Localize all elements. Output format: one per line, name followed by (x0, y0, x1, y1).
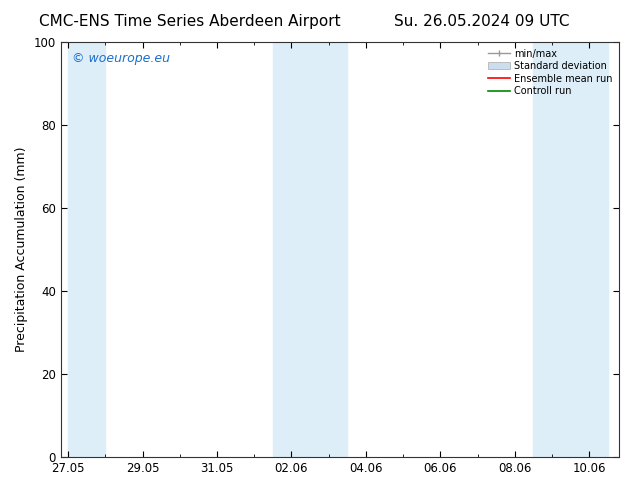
Y-axis label: Precipitation Accumulation (mm): Precipitation Accumulation (mm) (15, 147, 28, 352)
Bar (68, 42, 105, 457)
Text: © woeurope.eu: © woeurope.eu (72, 52, 170, 66)
Bar (273, 42, 347, 457)
Legend: min/max, Standard deviation, Ensemble mean run, Controll run: min/max, Standard deviation, Ensemble me… (486, 47, 614, 98)
Text: CMC-ENS Time Series Aberdeen Airport: CMC-ENS Time Series Aberdeen Airport (39, 14, 341, 29)
Bar (533, 42, 608, 457)
Text: Su. 26.05.2024 09 UTC: Su. 26.05.2024 09 UTC (394, 14, 569, 29)
